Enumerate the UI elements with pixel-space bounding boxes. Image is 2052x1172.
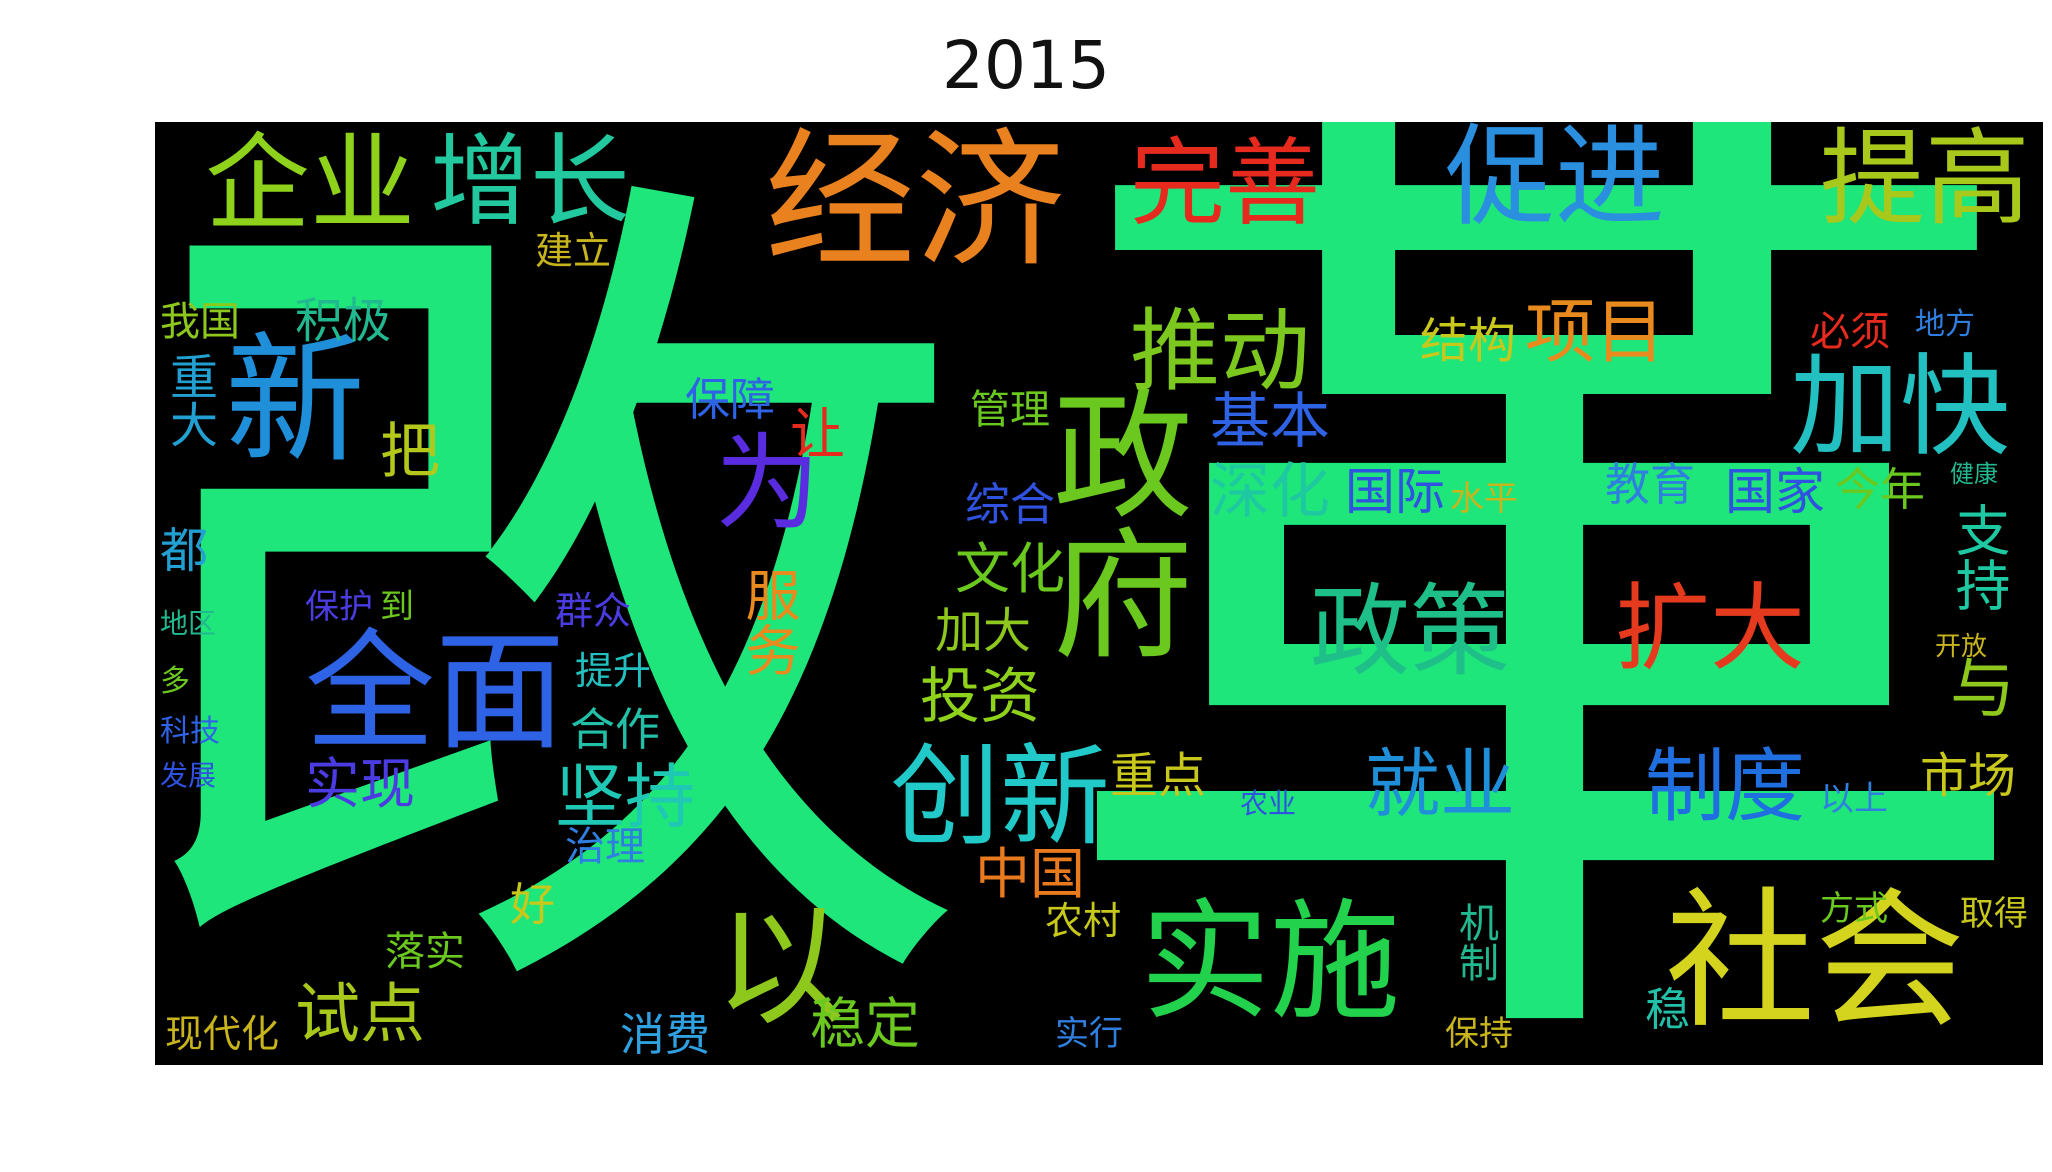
word-shidian: 试点 [295, 977, 426, 1052]
word-shixing: 实行 [1055, 1014, 1123, 1054]
word-jianli: 建立 [535, 229, 612, 273]
word-ge: 革 [1045, 122, 2043, 1065]
word-woguo: 我国 [160, 299, 240, 345]
word-baozhang: 保障 [685, 373, 776, 426]
word-xiangmu: 项目 [1525, 291, 1665, 373]
word-yi: 以 [715, 891, 846, 1043]
word-zhongdian: 重点 [1110, 748, 1207, 804]
word-jiada: 加大 [935, 603, 1032, 659]
word-tuidong: 推动 [1130, 299, 1310, 404]
word-jinnian: 今年 [1835, 463, 1926, 516]
word-shixian: 实现 [305, 752, 416, 816]
word-zhidu: 制度 [1645, 740, 1805, 833]
word-jianchi: 坚持 [555, 756, 695, 838]
word-hezuo: 合作 [570, 703, 661, 756]
word-fangshi: 方式 [1820, 889, 1888, 929]
word-yu: 与 [1950, 652, 2016, 727]
word-cujin: 促进 [1445, 122, 1665, 241]
word-shuiping: 水平 [1450, 479, 1518, 519]
word-zhongguo: 中国 [975, 842, 1086, 906]
word-baochi: 保持 [1445, 1014, 1513, 1054]
word-qunzhong: 群众 [555, 589, 632, 633]
word-wenhua: 文化 [955, 537, 1066, 601]
word-difang: 地方 [1915, 307, 1975, 342]
word-guoji: 国际 [1345, 463, 1445, 521]
word-nongye: 农业 [1240, 787, 1297, 820]
word-wending: 稳定 [810, 992, 921, 1056]
word-zhengce: 政策 [1310, 573, 1510, 690]
word-zhichi: 支持 [1946, 502, 2010, 612]
word-zhengfu: 政府 [1029, 382, 1192, 662]
word-zhongda: 重大 [161, 352, 217, 448]
word-jizhi: 机制 [1452, 902, 1498, 982]
word-jiegou: 结构 [1420, 313, 1517, 369]
word-guanli: 管理 [970, 387, 1050, 433]
word-diqu: 地区 [160, 607, 217, 640]
word-fazhan: 发展 [160, 759, 217, 792]
word-shenhua: 深化 [1210, 457, 1330, 527]
word-duo: 多 [160, 664, 190, 699]
word-zhili: 治理 [565, 824, 645, 870]
word-shehui: 社会 [1665, 875, 1966, 1049]
word-zengzhang: 增长 [430, 123, 630, 240]
word-jingji: 经济 [765, 122, 1066, 289]
word-ba: 把 [380, 417, 440, 487]
word-xiaofei: 消费 [620, 1008, 711, 1061]
word-keji: 科技 [160, 714, 220, 749]
word-wen: 稳 [1645, 983, 1691, 1036]
word-touzi: 投资 [920, 662, 1040, 732]
figure-title: 2015 [942, 27, 1110, 104]
word-qiye: 企业 [205, 123, 416, 245]
word-baohu: 保护 [305, 587, 373, 627]
word-quanmian: 全面 [305, 616, 566, 768]
word-jiji: 积极 [295, 293, 392, 349]
word-bixu: 必须 [1810, 309, 1890, 355]
word-rang: 让 [790, 402, 846, 466]
word-hao: 好 [510, 878, 556, 931]
word-nongcun: 农村 [1045, 899, 1122, 943]
word-jiaoyu: 教育 [1605, 458, 1696, 511]
word-jiankang: 健康 [1950, 460, 1998, 488]
word-jiben: 基本 [1210, 387, 1330, 457]
word-guojia: 国家 [1725, 463, 1825, 521]
word-xiandaihua: 现代化 [165, 1012, 280, 1056]
word-cloud: 改 革 经济 企业 增长 完善 促进 提高 新 政府 推动 加快 全面 为 政策… [155, 122, 2043, 1065]
word-wanshan: 完善 [1130, 129, 1321, 239]
word-wei: 为 [715, 423, 821, 545]
word-qude: 取得 [1960, 894, 2028, 934]
word-chuangxin: 创新 [890, 733, 1110, 861]
word-jiakuai: 加快 [1790, 343, 2010, 471]
word-xin: 新 [225, 320, 366, 483]
word-gai: 改 [155, 122, 975, 1065]
word-kuoda: 扩大 [1615, 574, 1806, 684]
word-shichang: 市场 [1920, 748, 2017, 804]
word-tisheng: 提升 [575, 649, 652, 693]
word-fuwu: 服务 [736, 567, 800, 677]
word-dao: 到 [380, 587, 414, 627]
word-zonghe: 综合 [965, 478, 1056, 531]
word-luoshi: 落实 [385, 929, 465, 975]
word-jiuye: 就业 [1365, 740, 1516, 828]
word-yishang: 以上 [1820, 779, 1888, 819]
word-shishi: 实施 [1140, 886, 1401, 1038]
word-kaifang: 开放 [1935, 632, 1988, 662]
word-dou: 都 [160, 523, 209, 579]
word-tigao: 提高 [1820, 122, 2031, 240]
